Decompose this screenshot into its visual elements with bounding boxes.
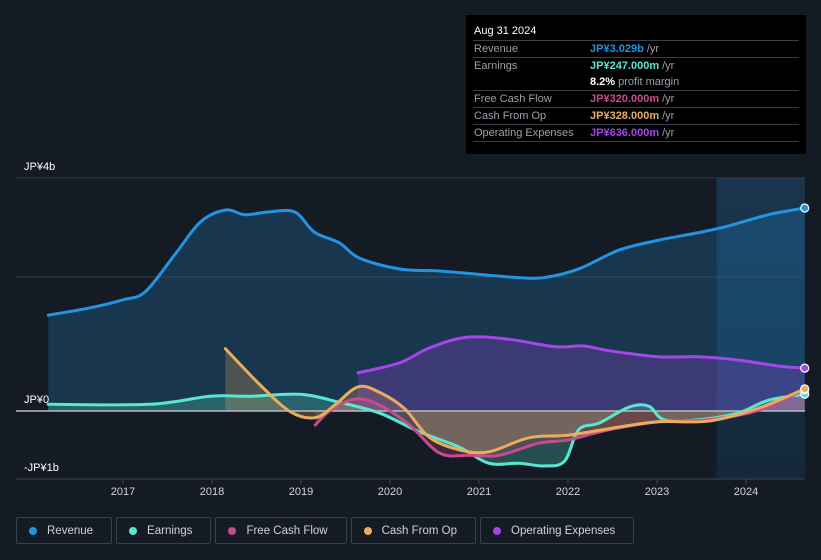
tooltip-value: JP¥247.000m xyxy=(590,60,660,72)
cash-from-op-dot-icon xyxy=(363,526,372,535)
tooltip-unit: /yr xyxy=(662,93,675,105)
legend-label: Cash From Op xyxy=(381,524,458,537)
x-tick-label: 2022 xyxy=(556,486,580,498)
tooltip-row-operating-expenses: Operating Expenses JP¥636.000m /yr xyxy=(473,125,799,142)
series-endpoints xyxy=(800,203,810,399)
y-tick-label: JP¥4b xyxy=(24,161,55,173)
operating-expenses-area xyxy=(357,336,805,411)
tooltip-row-profit-margin: 8.2% profit margin xyxy=(473,74,799,91)
gridlines xyxy=(16,177,805,278)
tooltip-unit: profit margin xyxy=(618,76,680,88)
legend-item-free-cash-flow[interactable]: Free Cash Flow xyxy=(215,517,347,544)
x-tick-label: 2024 xyxy=(734,486,758,498)
revenue-endpoint xyxy=(800,203,810,213)
tooltip-value: JP¥328.000m xyxy=(590,110,660,122)
tooltip-unit: /yr xyxy=(662,110,675,122)
earnings-area xyxy=(48,394,805,466)
tooltip-value: 8.2% xyxy=(590,76,616,88)
earnings-dot-icon xyxy=(129,526,138,535)
x-tick-label: 2021 xyxy=(467,486,491,498)
past-year-highlight xyxy=(716,178,805,479)
y-axis-labels: JP¥4b JP¥0 -JP¥1b xyxy=(24,161,59,474)
tooltip-row-earnings: Earnings JP¥247.000m /yr xyxy=(473,58,799,74)
x-tick-label: 2018 xyxy=(200,486,224,498)
legend-label: Free Cash Flow xyxy=(246,524,328,537)
x-axis-ticks: 2017 2018 2019 2020 2021 2022 2023 2024 xyxy=(111,479,758,498)
series-areas xyxy=(48,207,805,466)
series-lines xyxy=(46,206,807,468)
cash-from-op-line xyxy=(223,347,807,455)
tooltip-label: Free Cash Flow xyxy=(474,93,552,105)
legend-label: Earnings xyxy=(147,524,193,537)
x-tick-label: 2017 xyxy=(111,486,135,498)
tooltip-label: Revenue xyxy=(474,43,519,55)
legend-label: Operating Expenses xyxy=(511,524,616,537)
tooltip-row-cash-from-op: Cash From Op JP¥328.000m /yr xyxy=(473,108,799,125)
y-tick-label: JP¥0 xyxy=(24,394,49,406)
tooltip-date: Aug 31 2024 xyxy=(473,23,799,41)
tooltip-label xyxy=(473,74,590,90)
tooltip-value: JP¥636.000m xyxy=(590,127,660,139)
tooltip-label: Earnings xyxy=(474,60,518,72)
tooltip-row-free-cash-flow: Free Cash Flow JP¥320.000m /yr xyxy=(473,91,799,108)
x-tick-label: 2019 xyxy=(289,486,313,498)
legend-item-earnings[interactable]: Earnings xyxy=(116,517,212,544)
x-tick-label: 2023 xyxy=(645,486,669,498)
tooltip-unit: /yr xyxy=(646,43,660,55)
free-cash-flow-dot-icon xyxy=(228,526,237,535)
tooltip-unit: /yr xyxy=(662,127,675,139)
operating-expenses-endpoint xyxy=(800,363,810,373)
chart-area: 2017 2018 2019 2020 2021 2022 2023 2024 JP¥4bJP… xyxy=(16,161,810,498)
legend-item-revenue[interactable]: Revenue xyxy=(16,517,113,544)
legend-item-cash-from-op[interactable]: Cash From Op xyxy=(350,517,477,544)
operating-expenses-line xyxy=(356,335,807,375)
y-tick-label: -JP¥1b xyxy=(24,462,59,474)
legend-item-operating-expenses[interactable]: Operating Expenses xyxy=(480,517,635,544)
tooltip-label: Operating Expenses xyxy=(474,127,574,139)
tooltip-value: JP¥320.000m xyxy=(590,93,660,105)
tooltip-label: Cash From Op xyxy=(474,110,547,122)
legend: Revenue Earnings Free Cash Flow Cash Fro… xyxy=(16,517,635,544)
operating-expenses-dot-icon xyxy=(493,526,502,535)
tooltip: Aug 31 2024 Revenue JP¥3.029b /yr Earnin… xyxy=(466,15,806,154)
x-tick-label: 2020 xyxy=(378,486,402,498)
revenue-dot-icon xyxy=(29,526,37,535)
cash-from-op-endpoint xyxy=(800,384,810,394)
revenue-line xyxy=(46,206,807,317)
tooltip-unit: /yr xyxy=(662,60,675,72)
legend-label: Revenue xyxy=(47,524,94,537)
tooltip-row-revenue: Revenue JP¥3.029b /yr xyxy=(473,41,799,58)
tooltip-value: JP¥3.029b xyxy=(590,43,644,55)
